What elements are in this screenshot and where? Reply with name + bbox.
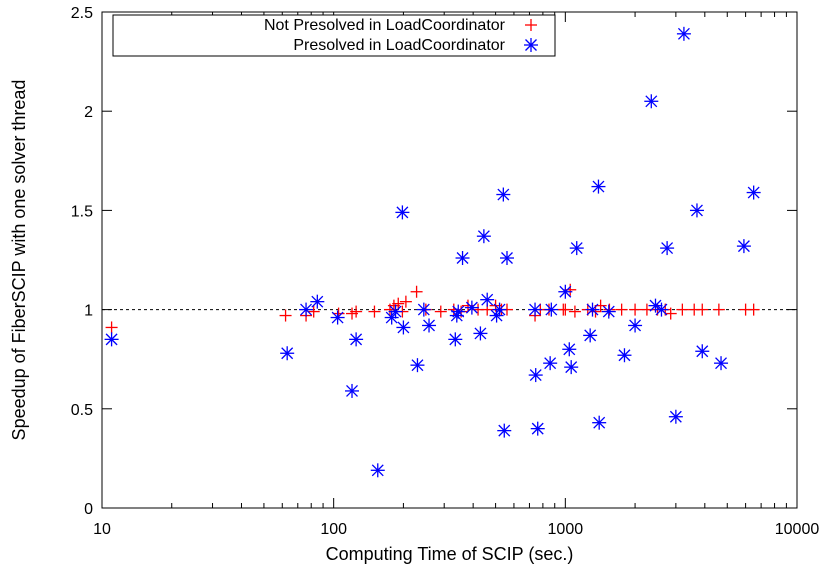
x-tick-label: 100 [320, 521, 347, 538]
y-tick-label: 0.5 [71, 402, 93, 419]
point-presolved [395, 205, 409, 219]
x-tick-label: 1000 [548, 521, 584, 538]
x-tick-label: 10 [93, 521, 111, 538]
point-presolved [105, 332, 119, 346]
point-presolved [528, 303, 542, 317]
point-not-presolved [616, 304, 628, 316]
point-presolved [617, 348, 631, 362]
axis-frame [102, 12, 797, 508]
point-presolved [389, 305, 403, 319]
point-presolved [456, 251, 470, 265]
point-presolved [531, 422, 545, 436]
y-tick-label: 1 [84, 303, 93, 320]
point-presolved [396, 320, 410, 334]
point-presolved [654, 303, 668, 317]
x-axis-ticks: 10 100 1000 10000 [93, 12, 819, 538]
point-presolved [280, 346, 294, 360]
point-presolved [570, 241, 584, 255]
legend-marker-presolved [524, 38, 538, 52]
point-not-presolved [569, 306, 581, 318]
point-presolved [644, 94, 658, 108]
point-presolved [591, 180, 605, 194]
point-presolved [737, 239, 751, 253]
point-presolved [310, 295, 324, 309]
x-tick-label: 10000 [775, 521, 820, 538]
point-presolved [558, 285, 572, 299]
point-presolved [371, 463, 385, 477]
legend-asterisk-marker [524, 38, 538, 52]
x-axis-label: Computing Time of SCIP (sec.) [326, 544, 574, 564]
data-points [105, 27, 761, 477]
point-presolved [583, 328, 597, 342]
point-presolved [496, 188, 510, 202]
point-not-presolved [748, 304, 760, 316]
plot-border [102, 12, 797, 508]
point-not-presolved [696, 304, 708, 316]
point-presolved [543, 356, 557, 370]
point-presolved [690, 203, 704, 217]
point-not-presolved [368, 306, 380, 318]
point-presolved [544, 303, 558, 317]
point-presolved [473, 326, 487, 340]
point-presolved [602, 305, 616, 319]
point-not-presolved [435, 306, 447, 318]
point-not-presolved [106, 321, 118, 333]
legend-label-not-presolved: Not Presolved in LoadCoordinator [264, 17, 506, 34]
point-not-presolved [400, 296, 412, 308]
point-not-presolved [676, 304, 688, 316]
point-presolved [592, 416, 606, 430]
point-presolved [562, 342, 576, 356]
point-not-presolved [629, 304, 641, 316]
point-presolved [586, 303, 600, 317]
point-presolved [669, 410, 683, 424]
legend-label-presolved: Presolved in LoadCoordinator [293, 37, 505, 54]
point-presolved [422, 318, 436, 332]
point-presolved [747, 186, 761, 200]
point-presolved [695, 344, 709, 358]
y-tick-label: 2.5 [71, 5, 93, 22]
legend: Not Presolved in LoadCoordinator Presolv… [113, 15, 555, 56]
point-not-presolved [411, 286, 423, 298]
point-presolved [331, 311, 345, 325]
point-presolved [299, 303, 313, 317]
point-presolved [477, 229, 491, 243]
point-presolved [345, 384, 359, 398]
point-not-presolved [713, 304, 725, 316]
point-presolved [714, 356, 728, 370]
point-presolved [497, 424, 511, 438]
point-presolved [628, 318, 642, 332]
point-presolved [500, 251, 514, 265]
point-presolved [451, 305, 465, 319]
point-presolved [564, 360, 578, 374]
point-presolved [493, 303, 507, 317]
point-presolved [448, 332, 462, 346]
point-not-presolved [559, 304, 571, 316]
y-tick-label: 0 [84, 501, 93, 518]
y-tick-label: 1.5 [71, 203, 93, 220]
y-axis-ticks: 0 0.5 1 1.5 2 2.5 [71, 5, 797, 518]
y-axis-label: Speedup of FiberSCIP with one solver thr… [9, 80, 29, 441]
point-not-presolved [280, 310, 292, 322]
point-presolved [349, 332, 363, 346]
point-presolved [465, 301, 479, 315]
point-presolved [480, 293, 494, 307]
point-presolved [677, 27, 691, 41]
point-not-presolved [564, 284, 576, 296]
point-presolved [529, 368, 543, 382]
point-presolved [417, 303, 431, 317]
point-presolved [410, 358, 424, 372]
y-tick-label: 2 [84, 104, 93, 121]
point-presolved [660, 241, 674, 255]
